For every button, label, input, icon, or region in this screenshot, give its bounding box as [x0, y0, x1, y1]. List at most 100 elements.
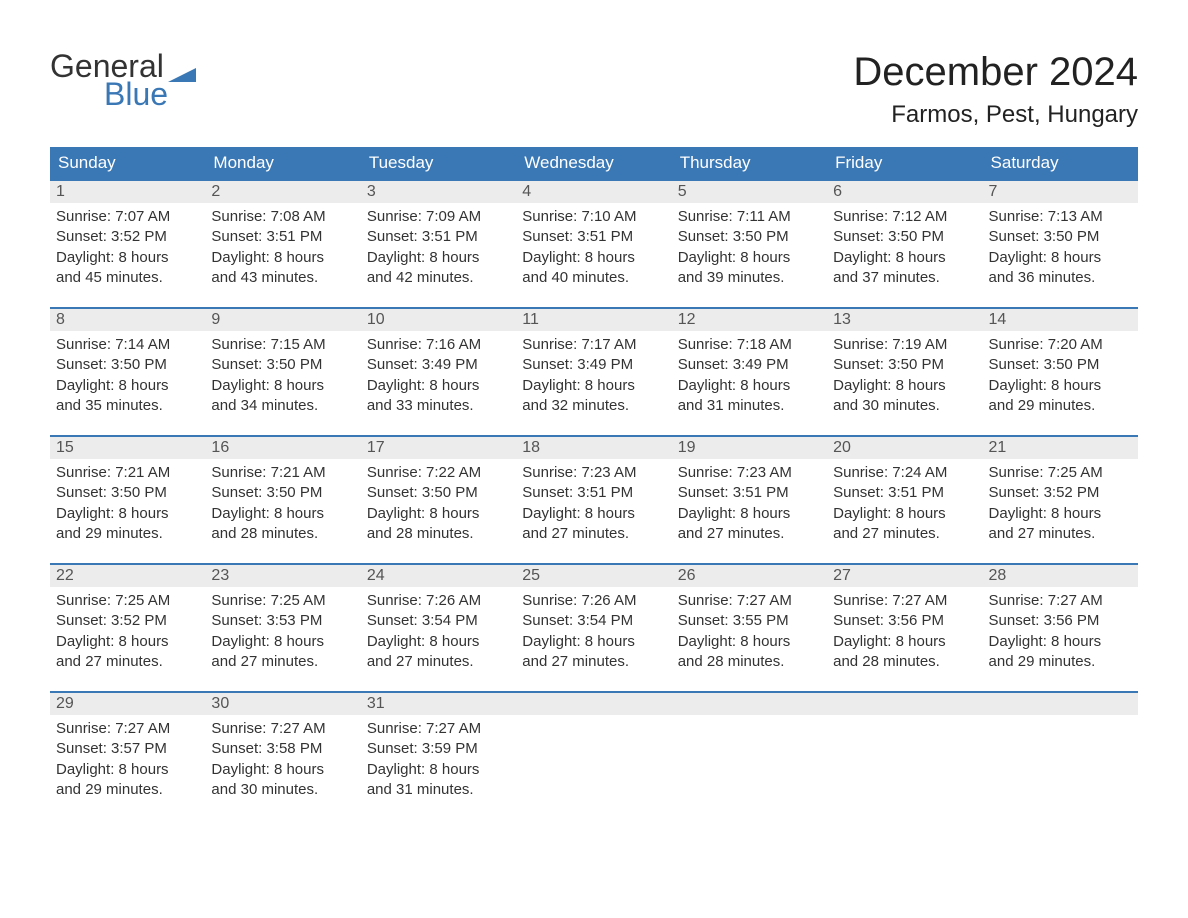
daylight1-line: Daylight: 8 hours: [56, 504, 199, 524]
sunrise-line: Sunrise: 7:26 AM: [367, 591, 510, 611]
daylight1-line: Daylight: 8 hours: [522, 632, 665, 652]
day-details: Sunrise: 7:17 AMSunset: 3:49 PMDaylight:…: [516, 331, 671, 424]
sunset-line: Sunset: 3:50 PM: [367, 483, 510, 503]
day-details: Sunrise: 7:27 AMSunset: 3:59 PMDaylight:…: [361, 715, 516, 808]
sunrise-line: Sunrise: 7:25 AM: [989, 463, 1132, 483]
sunrise-line: Sunrise: 7:27 AM: [367, 719, 510, 739]
calendar-day-cell: 4Sunrise: 7:10 AMSunset: 3:51 PMDaylight…: [516, 180, 671, 308]
weekday-header: Saturday: [983, 147, 1138, 180]
sunset-line: Sunset: 3:50 PM: [211, 483, 354, 503]
day-number: 20: [827, 437, 982, 459]
day-details: Sunrise: 7:07 AMSunset: 3:52 PMDaylight:…: [50, 203, 205, 296]
calendar-week-row: 22Sunrise: 7:25 AMSunset: 3:52 PMDayligh…: [50, 564, 1138, 692]
daylight1-line: Daylight: 8 hours: [989, 376, 1132, 396]
calendar-day-cell: 10Sunrise: 7:16 AMSunset: 3:49 PMDayligh…: [361, 308, 516, 436]
sunset-line: Sunset: 3:52 PM: [56, 611, 199, 631]
calendar-day-cell: 22Sunrise: 7:25 AMSunset: 3:52 PMDayligh…: [50, 564, 205, 692]
daylight1-line: Daylight: 8 hours: [367, 376, 510, 396]
sunrise-line: Sunrise: 7:27 AM: [678, 591, 821, 611]
day-number: 17: [361, 437, 516, 459]
day-number: 19: [672, 437, 827, 459]
daylight1-line: Daylight: 8 hours: [989, 504, 1132, 524]
calendar-day-cell: 23Sunrise: 7:25 AMSunset: 3:53 PMDayligh…: [205, 564, 360, 692]
sunrise-line: Sunrise: 7:19 AM: [833, 335, 976, 355]
day-details: Sunrise: 7:10 AMSunset: 3:51 PMDaylight:…: [516, 203, 671, 296]
daylight2-line: and 37 minutes.: [833, 268, 976, 288]
day-number: 10: [361, 309, 516, 331]
sunrise-line: Sunrise: 7:27 AM: [211, 719, 354, 739]
daylight2-line: and 45 minutes.: [56, 268, 199, 288]
daylight1-line: Daylight: 8 hours: [678, 632, 821, 652]
weekday-header: Monday: [205, 147, 360, 180]
daylight1-line: Daylight: 8 hours: [678, 376, 821, 396]
daylight1-line: Daylight: 8 hours: [211, 248, 354, 268]
daylight2-line: and 43 minutes.: [211, 268, 354, 288]
daylight1-line: Daylight: 8 hours: [989, 248, 1132, 268]
sunset-line: Sunset: 3:49 PM: [678, 355, 821, 375]
sunrise-line: Sunrise: 7:15 AM: [211, 335, 354, 355]
day-details: Sunrise: 7:09 AMSunset: 3:51 PMDaylight:…: [361, 203, 516, 296]
day-number: 9: [205, 309, 360, 331]
day-details: Sunrise: 7:15 AMSunset: 3:50 PMDaylight:…: [205, 331, 360, 424]
daylight2-line: and 28 minutes.: [678, 652, 821, 672]
sunset-line: Sunset: 3:49 PM: [367, 355, 510, 375]
daylight2-line: and 31 minutes.: [678, 396, 821, 416]
calendar-day-cell: 1Sunrise: 7:07 AMSunset: 3:52 PMDaylight…: [50, 180, 205, 308]
sunrise-line: Sunrise: 7:21 AM: [211, 463, 354, 483]
sunset-line: Sunset: 3:50 PM: [833, 227, 976, 247]
calendar-day-cell: [827, 692, 982, 820]
day-number: 28: [983, 565, 1138, 587]
day-number: 13: [827, 309, 982, 331]
daylight1-line: Daylight: 8 hours: [367, 504, 510, 524]
day-details: Sunrise: 7:14 AMSunset: 3:50 PMDaylight:…: [50, 331, 205, 424]
day-details: Sunrise: 7:26 AMSunset: 3:54 PMDaylight:…: [516, 587, 671, 680]
calendar-day-cell: 31Sunrise: 7:27 AMSunset: 3:59 PMDayligh…: [361, 692, 516, 820]
brand-logo: General Blue: [50, 50, 196, 110]
weekday-header: Thursday: [672, 147, 827, 180]
daylight2-line: and 27 minutes.: [989, 524, 1132, 544]
day-number: 2: [205, 181, 360, 203]
daylight2-line: and 30 minutes.: [833, 396, 976, 416]
day-number: [983, 693, 1138, 715]
daylight1-line: Daylight: 8 hours: [56, 376, 199, 396]
daylight2-line: and 39 minutes.: [678, 268, 821, 288]
day-details: Sunrise: 7:22 AMSunset: 3:50 PMDaylight:…: [361, 459, 516, 552]
day-number: 3: [361, 181, 516, 203]
daylight1-line: Daylight: 8 hours: [211, 376, 354, 396]
sunset-line: Sunset: 3:59 PM: [367, 739, 510, 759]
calendar-week-row: 29Sunrise: 7:27 AMSunset: 3:57 PMDayligh…: [50, 692, 1138, 820]
calendar-week-row: 1Sunrise: 7:07 AMSunset: 3:52 PMDaylight…: [50, 180, 1138, 308]
day-details: Sunrise: 7:21 AMSunset: 3:50 PMDaylight:…: [50, 459, 205, 552]
calendar-day-cell: 30Sunrise: 7:27 AMSunset: 3:58 PMDayligh…: [205, 692, 360, 820]
daylight1-line: Daylight: 8 hours: [367, 760, 510, 780]
daylight1-line: Daylight: 8 hours: [833, 632, 976, 652]
sunrise-line: Sunrise: 7:27 AM: [989, 591, 1132, 611]
day-number: 15: [50, 437, 205, 459]
day-number: 1: [50, 181, 205, 203]
daylight2-line: and 30 minutes.: [211, 780, 354, 800]
day-number: 5: [672, 181, 827, 203]
day-number: 6: [827, 181, 982, 203]
calendar-week-row: 15Sunrise: 7:21 AMSunset: 3:50 PMDayligh…: [50, 436, 1138, 564]
calendar-day-cell: [983, 692, 1138, 820]
sunrise-line: Sunrise: 7:23 AM: [678, 463, 821, 483]
day-details: Sunrise: 7:11 AMSunset: 3:50 PMDaylight:…: [672, 203, 827, 296]
daylight2-line: and 42 minutes.: [367, 268, 510, 288]
daylight1-line: Daylight: 8 hours: [211, 760, 354, 780]
day-number: 24: [361, 565, 516, 587]
calendar-day-cell: 11Sunrise: 7:17 AMSunset: 3:49 PMDayligh…: [516, 308, 671, 436]
sunset-line: Sunset: 3:51 PM: [522, 227, 665, 247]
day-number: 23: [205, 565, 360, 587]
calendar-day-cell: 5Sunrise: 7:11 AMSunset: 3:50 PMDaylight…: [672, 180, 827, 308]
daylight2-line: and 28 minutes.: [833, 652, 976, 672]
day-details: Sunrise: 7:16 AMSunset: 3:49 PMDaylight:…: [361, 331, 516, 424]
daylight1-line: Daylight: 8 hours: [211, 632, 354, 652]
sunset-line: Sunset: 3:51 PM: [211, 227, 354, 247]
calendar-day-cell: 12Sunrise: 7:18 AMSunset: 3:49 PMDayligh…: [672, 308, 827, 436]
day-number: 16: [205, 437, 360, 459]
daylight2-line: and 40 minutes.: [522, 268, 665, 288]
sunrise-line: Sunrise: 7:23 AM: [522, 463, 665, 483]
daylight2-line: and 34 minutes.: [211, 396, 354, 416]
calendar-week-row: 8Sunrise: 7:14 AMSunset: 3:50 PMDaylight…: [50, 308, 1138, 436]
day-number: 27: [827, 565, 982, 587]
